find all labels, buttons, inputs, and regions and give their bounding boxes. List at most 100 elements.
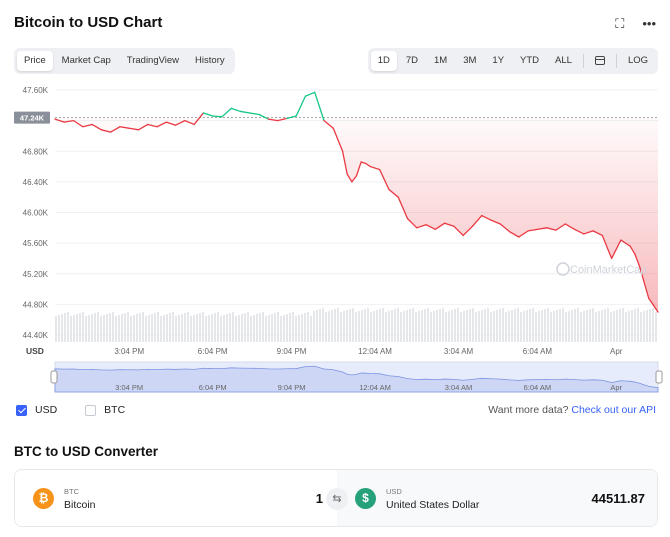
calendar-button[interactable] bbox=[588, 51, 612, 71]
swap-icon[interactable]: ⇆ bbox=[326, 488, 348, 510]
volume-bar bbox=[475, 312, 477, 342]
volume-bar bbox=[259, 313, 261, 342]
volume-bar bbox=[58, 315, 60, 342]
legend-btc[interactable]: BTC bbox=[85, 404, 125, 416]
volume-bar bbox=[397, 308, 399, 342]
price-line-segment bbox=[346, 173, 353, 183]
api-link[interactable]: Check out our API bbox=[571, 404, 656, 416]
volume-bar bbox=[274, 313, 276, 342]
volume-bar bbox=[568, 311, 570, 342]
volume-bar bbox=[349, 309, 351, 342]
volume-bar bbox=[139, 313, 141, 342]
checkbox-unchecked-icon[interactable] bbox=[85, 404, 97, 416]
volume-bar bbox=[265, 316, 267, 342]
price-line-segment bbox=[147, 123, 158, 128]
volume-bar bbox=[355, 312, 357, 342]
range-tabs: 1D 7D 1M 3M 1Y YTD ALL LOG bbox=[367, 48, 658, 74]
calendar-icon bbox=[594, 56, 605, 65]
volume-bar bbox=[490, 312, 492, 342]
volume-bar bbox=[403, 311, 405, 342]
converter-from[interactable]: ₿ BTC Bitcoin 1 bbox=[15, 470, 337, 526]
converter-to[interactable]: $ USD United States Dollar 44511.87 bbox=[337, 470, 657, 526]
volume-bar bbox=[421, 310, 423, 342]
tab-history[interactable]: History bbox=[195, 55, 225, 66]
navigator-right-handle[interactable] bbox=[655, 370, 663, 384]
volume-bar bbox=[127, 312, 129, 342]
volume-bar bbox=[61, 314, 63, 342]
range-1d[interactable]: 1D bbox=[370, 51, 397, 71]
price-line-segment bbox=[54, 118, 65, 123]
volume-bar bbox=[292, 312, 294, 342]
volume-bar bbox=[625, 312, 627, 342]
chart-type-tabs: Price Market Cap TradingView History bbox=[14, 48, 235, 74]
volume-bar bbox=[130, 316, 132, 342]
volume-bar bbox=[145, 316, 147, 342]
fullscreen-icon[interactable]: ⛶ bbox=[615, 16, 625, 31]
range-1y[interactable]: 1Y bbox=[492, 55, 505, 66]
price-line-segment bbox=[355, 161, 362, 177]
legend-usd[interactable]: USD bbox=[16, 404, 57, 416]
volume-bar bbox=[109, 313, 111, 342]
price-line-segment bbox=[443, 222, 455, 227]
volume-bar bbox=[520, 312, 522, 342]
volume-bar bbox=[544, 309, 546, 342]
volume-bar bbox=[184, 313, 186, 342]
volume-bar bbox=[529, 309, 531, 342]
price-line-segment bbox=[110, 126, 121, 133]
volume-bar bbox=[556, 310, 558, 342]
volume-bar bbox=[157, 312, 159, 342]
navigator-series bbox=[54, 365, 659, 393]
x-tick-label: 3:04 PM bbox=[114, 347, 144, 356]
tab-tradingview[interactable]: TradingView bbox=[126, 55, 180, 66]
volume-bar bbox=[589, 309, 591, 342]
volume-bar bbox=[307, 312, 309, 342]
y-tick-label: 45.20K bbox=[23, 270, 49, 279]
price-line-segment bbox=[63, 119, 75, 123]
price-line-segment bbox=[82, 123, 93, 128]
price-line-segment bbox=[304, 91, 316, 97]
volume-bar bbox=[340, 312, 342, 342]
price-chart[interactable]: 47.60K47.20K46.80K46.40K46.00K45.60K45.2… bbox=[0, 80, 670, 400]
volume-bar bbox=[325, 312, 327, 342]
y-tick-label: 45.60K bbox=[23, 239, 49, 248]
volume-bar bbox=[295, 316, 297, 342]
tab-market-cap[interactable]: Market Cap bbox=[61, 55, 111, 66]
volume-bar bbox=[193, 315, 195, 342]
range-1m[interactable]: 1M bbox=[434, 55, 448, 66]
volume-bar bbox=[226, 314, 228, 342]
range-7d[interactable]: 7D bbox=[405, 55, 418, 66]
price-line-segment bbox=[490, 219, 501, 225]
log-button[interactable]: LOG bbox=[627, 55, 648, 66]
range-all[interactable]: ALL bbox=[555, 55, 572, 66]
volume-bar bbox=[187, 312, 189, 342]
volume-bar bbox=[268, 315, 270, 342]
volume-bar bbox=[364, 309, 366, 342]
volume-bar bbox=[64, 313, 66, 342]
price-line-segment bbox=[629, 245, 636, 255]
volume-bar bbox=[316, 310, 318, 342]
price-line-segment bbox=[648, 297, 659, 313]
volume-bar bbox=[538, 311, 540, 342]
navigator-left-handle[interactable] bbox=[50, 370, 58, 384]
range-ytd[interactable]: YTD bbox=[520, 55, 540, 66]
volume-bar bbox=[409, 309, 411, 342]
volume-bar bbox=[526, 310, 528, 342]
volume-bar bbox=[175, 316, 177, 342]
volume-bar bbox=[319, 309, 321, 342]
volume-bar bbox=[301, 314, 303, 342]
tab-price[interactable]: Price bbox=[17, 51, 53, 71]
api-promo: Want more data? Check out our API bbox=[488, 404, 656, 416]
price-line-segment bbox=[634, 253, 641, 267]
from-amount-input[interactable]: 1 bbox=[315, 491, 323, 506]
volume-bar bbox=[91, 314, 93, 342]
price-line-segment bbox=[462, 225, 474, 237]
more-horizontal-icon[interactable]: ••• bbox=[642, 16, 656, 31]
price-line-segment bbox=[546, 227, 557, 231]
volume-bar bbox=[154, 313, 156, 342]
volume-bar bbox=[595, 312, 597, 342]
range-3m[interactable]: 3M bbox=[463, 55, 477, 66]
checkbox-checked-icon[interactable] bbox=[16, 404, 27, 416]
navigator-tick-label: 6:04 PM bbox=[199, 383, 227, 392]
price-line-segment bbox=[193, 112, 205, 126]
price-below-reference-area bbox=[55, 117, 658, 313]
